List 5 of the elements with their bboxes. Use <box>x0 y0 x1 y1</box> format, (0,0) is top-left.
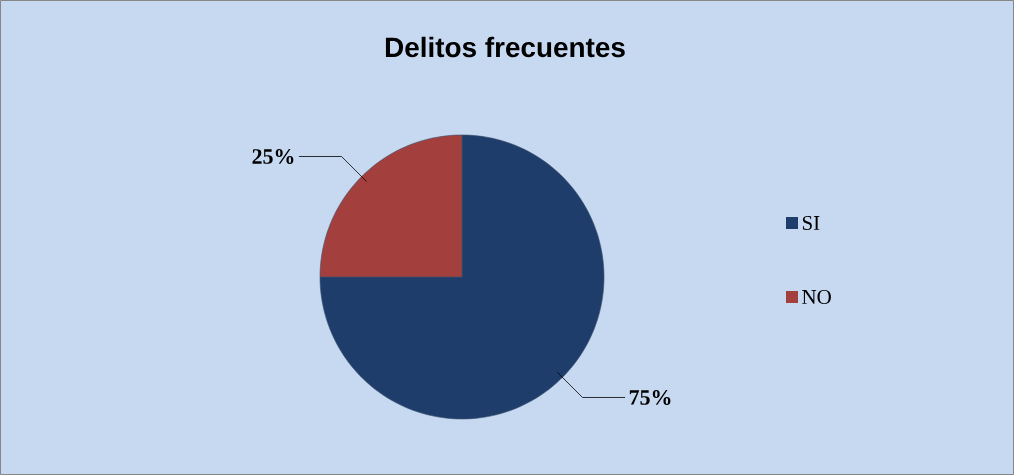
chart-title: Delitos frecuentes <box>385 36 625 58</box>
data-label: 25% <box>252 149 294 164</box>
legend-label: NO <box>802 289 831 305</box>
legend-label: SI <box>802 215 820 231</box>
data-label: 75% <box>629 390 671 405</box>
